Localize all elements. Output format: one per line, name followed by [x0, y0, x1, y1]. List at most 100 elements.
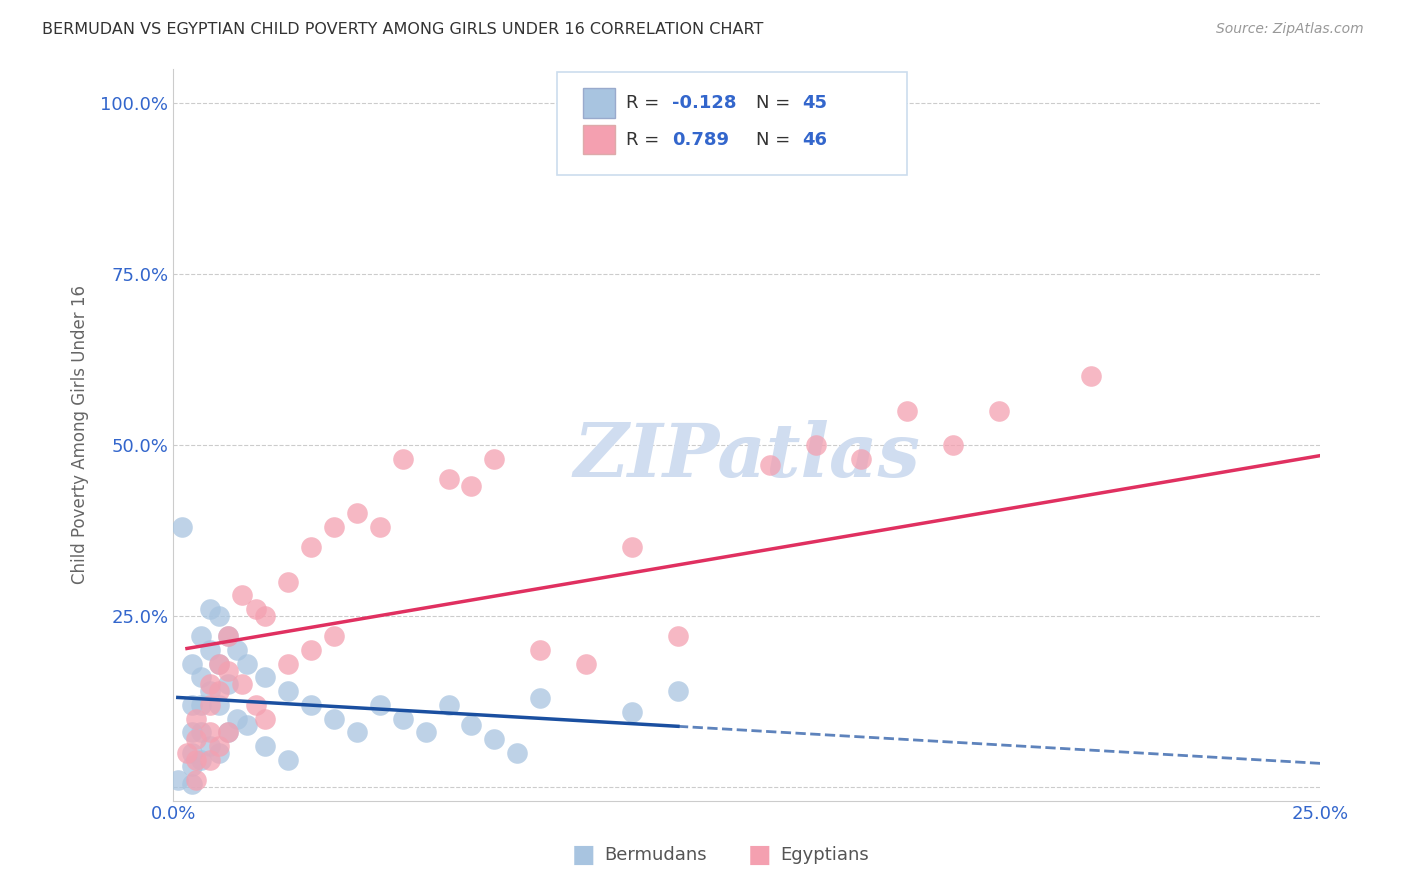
Point [368, 698, 391, 712]
Point [235, 657, 257, 671]
Text: BERMUDAN VS EGYPTIAN CHILD POVERTY AMONG GIRLS UNDER 16 CORRELATION CHART: BERMUDAN VS EGYPTIAN CHILD POVERTY AMONG… [42, 22, 763, 37]
Point [180, 657, 202, 671]
Point [217, 725, 239, 739]
Point [176, 746, 198, 760]
Point [437, 472, 460, 486]
Point [484, 732, 506, 747]
Point [245, 602, 267, 616]
Point [217, 629, 239, 643]
Text: N =: N = [756, 94, 796, 112]
Point [529, 690, 551, 705]
Point [190, 698, 212, 712]
Point [208, 746, 231, 760]
Point [437, 698, 460, 712]
Bar [582, 125, 614, 154]
Point [198, 739, 221, 753]
Y-axis label: Child Poverty Among Girls Under 16: Child Poverty Among Girls Under 16 [72, 285, 89, 584]
Point [231, 588, 253, 602]
Point [299, 698, 322, 712]
Point [172, 520, 194, 534]
Text: -0.128: -0.128 [672, 94, 737, 112]
Text: N =: N = [756, 130, 796, 149]
Point [208, 657, 231, 671]
Text: Egyptians: Egyptians [780, 846, 869, 863]
Point [368, 520, 391, 534]
Point [198, 698, 221, 712]
Point [180, 759, 202, 773]
Point [186, 732, 208, 747]
Point [180, 776, 202, 790]
Point [198, 677, 221, 691]
Text: 0.789: 0.789 [672, 130, 730, 149]
Point [208, 698, 231, 712]
Point [758, 458, 780, 473]
Point [253, 608, 276, 623]
Point [198, 684, 221, 698]
Point [391, 451, 413, 466]
Point [529, 643, 551, 657]
Point [346, 506, 368, 520]
Point [231, 677, 253, 691]
Point [208, 608, 231, 623]
Point [253, 712, 276, 726]
Point [180, 725, 202, 739]
Point [180, 746, 202, 760]
Point [322, 712, 344, 726]
Point [506, 746, 529, 760]
Point [198, 753, 221, 767]
Point [804, 438, 827, 452]
Point [245, 698, 267, 712]
Point [299, 541, 322, 555]
Point [415, 725, 437, 739]
Point [186, 712, 208, 726]
Point [277, 574, 299, 589]
Point [217, 677, 239, 691]
Text: R =: R = [626, 130, 665, 149]
Point [217, 664, 239, 678]
Point [235, 718, 257, 732]
Point [942, 438, 965, 452]
Point [190, 629, 212, 643]
Point [277, 684, 299, 698]
Point [253, 739, 276, 753]
Point [851, 451, 873, 466]
Text: 46: 46 [801, 130, 827, 149]
Point [198, 602, 221, 616]
Point [277, 657, 299, 671]
Text: Source: ZipAtlas.com: Source: ZipAtlas.com [1216, 22, 1364, 37]
Text: ■: ■ [748, 843, 770, 866]
Text: ■: ■ [572, 843, 595, 866]
Point [217, 725, 239, 739]
Point [166, 773, 188, 788]
Point [186, 773, 208, 788]
Point [217, 629, 239, 643]
Point [299, 643, 322, 657]
Point [621, 705, 644, 719]
Point [226, 643, 249, 657]
FancyBboxPatch shape [557, 72, 907, 175]
Point [208, 684, 231, 698]
Text: Bermudans: Bermudans [605, 846, 707, 863]
Point [277, 753, 299, 767]
Point [198, 725, 221, 739]
Point [190, 753, 212, 767]
Point [896, 403, 918, 417]
Point [484, 451, 506, 466]
Point [346, 725, 368, 739]
Point [180, 698, 202, 712]
Point [322, 629, 344, 643]
Point [226, 712, 249, 726]
Point [391, 712, 413, 726]
Point [253, 670, 276, 684]
Text: R =: R = [626, 94, 665, 112]
Point [988, 403, 1011, 417]
Point [190, 725, 212, 739]
Point [208, 657, 231, 671]
Point [208, 739, 231, 753]
Point [322, 520, 344, 534]
Point [198, 643, 221, 657]
Point [1080, 369, 1102, 384]
Point [190, 670, 212, 684]
Point [186, 753, 208, 767]
Point [666, 629, 689, 643]
